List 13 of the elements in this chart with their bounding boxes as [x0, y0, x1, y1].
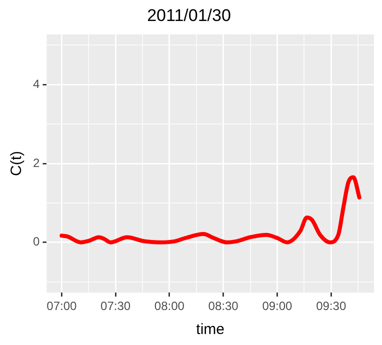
- line-series: [60, 175, 362, 244]
- y-tick-label: 0: [32, 234, 40, 249]
- y-tick-label: 4: [32, 76, 40, 91]
- x-axis-title: time: [196, 321, 225, 338]
- x-tick-label: 07:00: [46, 299, 77, 314]
- y-tick-label: 2: [32, 156, 40, 170]
- x-tick-label: 09:00: [262, 299, 293, 314]
- chart-title: 2011/01/30: [147, 6, 231, 25]
- x-tick-label: 08:30: [208, 299, 239, 314]
- x-tick-label: 09:30: [316, 299, 346, 314]
- x-tick-label: 08:00: [154, 299, 185, 314]
- x-tick-label: 07:30: [100, 299, 131, 314]
- y-axis-title: C(t): [8, 151, 26, 176]
